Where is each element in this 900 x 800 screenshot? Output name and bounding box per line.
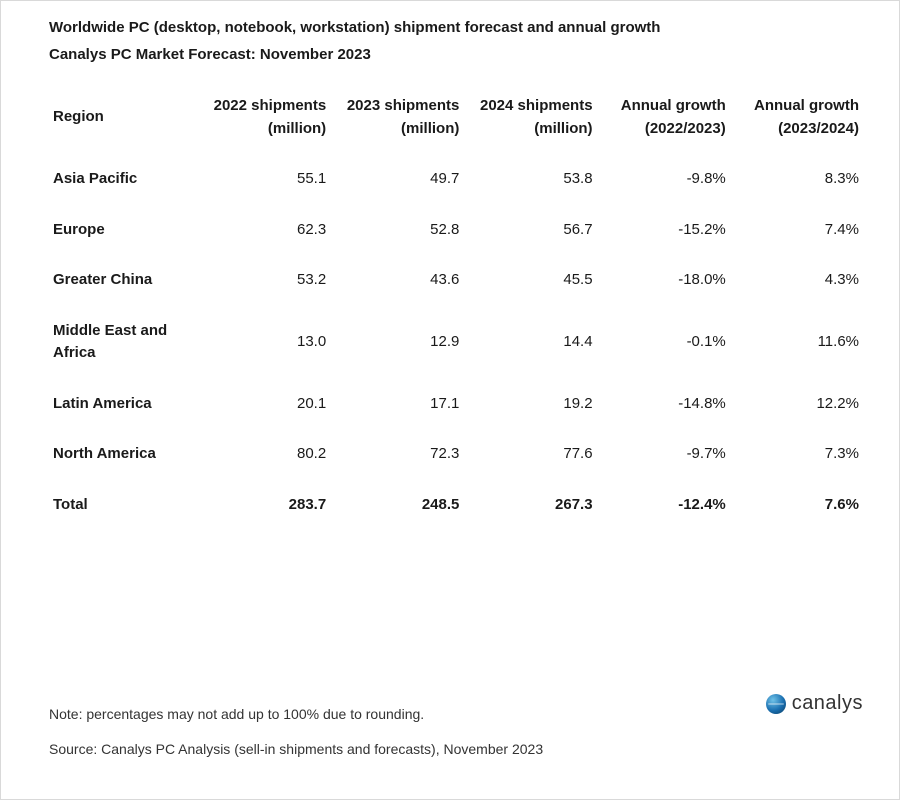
col-growth1: Annual growth (2022/2023) <box>597 81 730 154</box>
logo-text: canalys <box>792 692 863 715</box>
cell-g1: -12.4% <box>597 480 730 531</box>
table-total-row: Total 283.7 248.5 267.3 -12.4% 7.6% <box>49 480 863 531</box>
table-header-row: Region 2022 shipments (million) 2023 shi… <box>49 81 863 154</box>
cell-2024: 14.4 <box>463 306 596 379</box>
cell-2023: 52.8 <box>330 205 463 256</box>
cell-2022: 62.3 <box>197 205 330 256</box>
cell-g1: -18.0% <box>597 255 730 306</box>
cell-2022: 55.1 <box>197 154 330 205</box>
cell-2022: 80.2 <box>197 429 330 480</box>
table-row: Latin America 20.1 17.1 19.2 -14.8% 12.2… <box>49 379 863 430</box>
cell-2024: 56.7 <box>463 205 596 256</box>
cell-region: Latin America <box>49 379 197 430</box>
page-subtitle: Canalys PC Market Forecast: November 202… <box>49 46 863 63</box>
cell-2024: 53.8 <box>463 154 596 205</box>
col-growth2: Annual growth (2023/2024) <box>730 81 863 154</box>
cell-2023: 49.7 <box>330 154 463 205</box>
cell-g2: 12.2% <box>730 379 863 430</box>
cell-2023: 17.1 <box>330 379 463 430</box>
table-row: Middle East and Africa 13.0 12.9 14.4 -0… <box>49 306 863 379</box>
cell-g1: -14.8% <box>597 379 730 430</box>
cell-region: Europe <box>49 205 197 256</box>
cell-region: Greater China <box>49 255 197 306</box>
cell-2024: 267.3 <box>463 480 596 531</box>
cell-g1: -0.1% <box>597 306 730 379</box>
cell-g1: -15.2% <box>597 205 730 256</box>
cell-g2: 11.6% <box>730 306 863 379</box>
table-body: Asia Pacific 55.1 49.7 53.8 -9.8% 8.3% E… <box>49 154 863 530</box>
cell-2024: 77.6 <box>463 429 596 480</box>
globe-icon <box>766 694 786 714</box>
cell-2022: 283.7 <box>197 480 330 531</box>
cell-2024: 45.5 <box>463 255 596 306</box>
cell-2022: 13.0 <box>197 306 330 379</box>
footer: Note: percentages may not add up to 100%… <box>49 706 863 763</box>
cell-2023: 248.5 <box>330 480 463 531</box>
report-card: Worldwide PC (desktop, notebook, worksta… <box>0 0 900 800</box>
col-2023: 2023 shipments (million) <box>330 81 463 154</box>
table-row: Greater China 53.2 43.6 45.5 -18.0% 4.3% <box>49 255 863 306</box>
cell-g1: -9.7% <box>597 429 730 480</box>
col-2022: 2022 shipments (million) <box>197 81 330 154</box>
cell-region: Asia Pacific <box>49 154 197 205</box>
cell-2023: 12.9 <box>330 306 463 379</box>
cell-2023: 72.3 <box>330 429 463 480</box>
cell-g2: 8.3% <box>730 154 863 205</box>
page-title: Worldwide PC (desktop, notebook, worksta… <box>49 19 863 36</box>
cell-region: Middle East and Africa <box>49 306 197 379</box>
cell-2022: 20.1 <box>197 379 330 430</box>
table-row: North America 80.2 72.3 77.6 -9.7% 7.3% <box>49 429 863 480</box>
cell-g1: -9.8% <box>597 154 730 205</box>
cell-2023: 43.6 <box>330 255 463 306</box>
cell-g2: 7.6% <box>730 480 863 531</box>
cell-g2: 4.3% <box>730 255 863 306</box>
table-row: Asia Pacific 55.1 49.7 53.8 -9.8% 8.3% <box>49 154 863 205</box>
shipment-table: Region 2022 shipments (million) 2023 shi… <box>49 81 863 530</box>
table-row: Europe 62.3 52.8 56.7 -15.2% 7.4% <box>49 205 863 256</box>
cell-2024: 19.2 <box>463 379 596 430</box>
cell-g2: 7.3% <box>730 429 863 480</box>
cell-region: North America <box>49 429 197 480</box>
source-line: Source: Canalys PC Analysis (sell-in shi… <box>49 736 549 763</box>
footnote: Note: percentages may not add up to 100%… <box>49 706 863 722</box>
cell-g2: 7.4% <box>730 205 863 256</box>
col-region: Region <box>49 81 197 154</box>
cell-region: Total <box>49 480 197 531</box>
cell-2022: 53.2 <box>197 255 330 306</box>
col-2024: 2024 shipments (million) <box>463 81 596 154</box>
canalys-logo: canalys <box>766 692 863 715</box>
